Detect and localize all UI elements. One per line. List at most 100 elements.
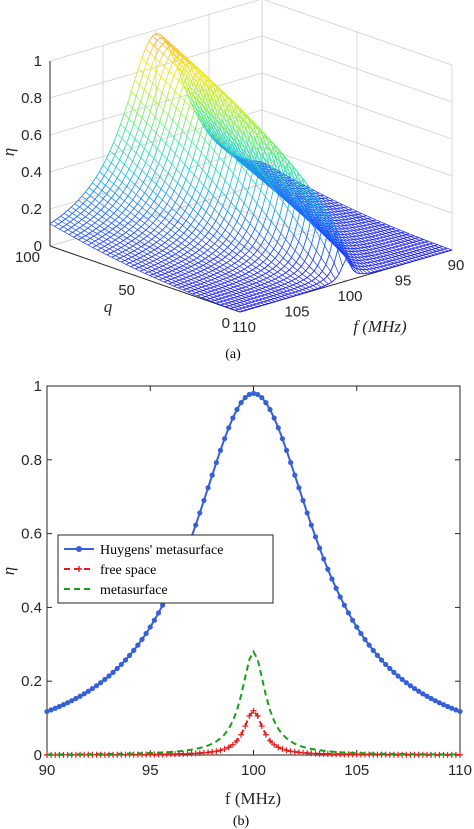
mesh-line-f [230,150,236,156]
mesh-line-q [158,199,163,206]
mesh-line-f [88,187,94,192]
series-point [89,685,96,692]
mesh-line-f [194,246,200,251]
mesh-line-q [128,161,134,170]
mesh-line-f [391,228,397,232]
mesh-line-f [233,228,239,234]
mesh-line-q [227,265,232,269]
mesh-line-q [376,237,380,240]
mesh-line-q [243,289,247,292]
mesh-line-q [149,260,154,264]
mesh-line-f [147,78,153,84]
mesh-line-f [251,154,257,161]
mesh-line-f [250,168,256,174]
mesh-line-f [208,126,214,133]
mesh-line-q [92,245,97,248]
mesh-line-q [208,293,213,296]
mesh-line-f [314,198,320,202]
mesh-line-q [126,235,131,239]
mesh-line-f [304,201,310,205]
mesh-line-f [137,203,143,208]
mesh-line-f [361,231,367,235]
mesh-line-q [147,214,153,220]
mesh-line-q [237,270,241,274]
mesh-line-f [410,255,416,258]
mesh-line-q [260,294,265,297]
mesh-line-f [237,138,243,145]
mesh-line-f [335,205,341,209]
mesh-line-q [138,170,143,179]
mesh-line-f [145,48,151,54]
mesh-line-f [258,176,264,182]
mesh-line-f [272,268,278,273]
mesh-line-q [189,209,194,216]
mesh-line-f [397,233,403,236]
mesh-line-f [429,243,435,247]
mesh-line-f [209,204,215,210]
mesh-line-q [236,291,240,295]
mesh-line-f [170,197,176,203]
mesh-line-q [136,101,142,113]
mesh-line-q [242,260,247,265]
mesh-line-f [189,287,195,290]
mesh-line-f [181,274,187,278]
mesh-line-f [121,138,127,144]
mesh-line-f [436,250,442,254]
mesh-line-q [157,274,162,277]
mesh-line-f [360,219,366,223]
mesh-line-f [255,184,261,191]
mesh-line-q [238,287,243,290]
mesh-line-q [130,138,136,149]
mesh-line-f [416,240,422,244]
mesh-line-f [344,234,350,238]
mesh-line-q [246,223,251,232]
mesh-line-f [427,247,433,250]
mesh-line-q [296,171,302,183]
mesh-line-q [419,248,424,251]
mesh-line-q [93,213,98,218]
mesh-line-q [396,229,400,232]
mesh-line-f [389,260,395,264]
mesh-line-q [198,217,204,225]
mesh-line-q [217,191,222,202]
mesh-line-q [372,257,377,260]
mesh-line-q [235,128,240,142]
mesh-line-f [240,108,246,114]
mesh-line-f [95,228,102,232]
mesh-line-q [228,269,233,273]
mesh-line-f [247,292,253,296]
mesh-line-q [196,78,201,86]
mesh-line-f [305,270,311,276]
mesh-line-f [226,277,232,281]
mesh-line-f [302,289,308,293]
mesh-line-f [100,181,106,186]
mesh-line-f [276,173,283,181]
mesh-line-f [215,141,222,147]
mesh-line-q [391,265,396,268]
mesh-line-q [187,197,193,205]
mesh-line-f [144,259,150,264]
mesh-line-f [209,275,215,279]
mesh-line-q [238,119,244,130]
mesh-line-q [234,115,239,124]
mesh-line-q [296,293,301,296]
mesh-line-q [250,274,254,277]
mesh-line-q [169,242,174,247]
mesh-line-q [378,224,383,227]
mesh-line-q [424,250,429,252]
mesh-line-f [399,248,405,252]
mesh-line-q [248,197,253,210]
mesh-line-f [200,71,207,77]
mesh-line-q [102,219,108,224]
mesh-line-f [431,249,437,252]
mesh-line-q [201,273,206,276]
mesh-line-f [257,171,263,175]
mesh-line-q [183,267,188,271]
mesh-line-f [292,266,298,271]
mesh-line-f [120,123,126,130]
mesh-line-q [210,296,214,299]
mesh-line-q [79,203,84,208]
mesh-line-f [197,243,203,248]
mesh-line-q [126,212,131,217]
mesh-line-f [161,261,167,265]
